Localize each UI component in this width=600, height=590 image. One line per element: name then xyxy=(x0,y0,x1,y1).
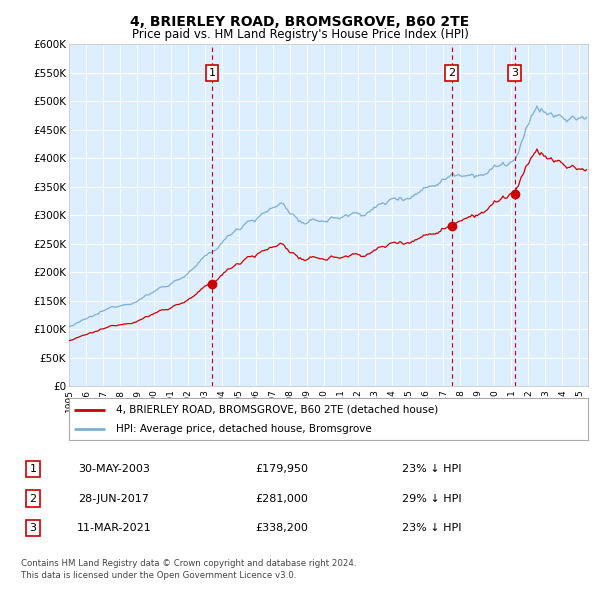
Text: 4, BRIERLEY ROAD, BROMSGROVE, B60 2TE: 4, BRIERLEY ROAD, BROMSGROVE, B60 2TE xyxy=(130,15,470,29)
Text: Price paid vs. HM Land Registry's House Price Index (HPI): Price paid vs. HM Land Registry's House … xyxy=(131,28,469,41)
Text: HPI: Average price, detached house, Bromsgrove: HPI: Average price, detached house, Brom… xyxy=(116,424,371,434)
Text: 23% ↓ HPI: 23% ↓ HPI xyxy=(402,464,462,474)
Text: 1: 1 xyxy=(29,464,37,474)
Text: 29% ↓ HPI: 29% ↓ HPI xyxy=(402,494,462,503)
Text: 3: 3 xyxy=(29,523,37,533)
Text: 1: 1 xyxy=(209,68,215,78)
Text: £179,950: £179,950 xyxy=(256,464,308,474)
Text: £338,200: £338,200 xyxy=(256,523,308,533)
Text: 3: 3 xyxy=(511,68,518,78)
Text: 2: 2 xyxy=(448,68,455,78)
Text: This data is licensed under the Open Government Licence v3.0.: This data is licensed under the Open Gov… xyxy=(21,571,296,579)
Text: 23% ↓ HPI: 23% ↓ HPI xyxy=(402,523,462,533)
Text: 30-MAY-2003: 30-MAY-2003 xyxy=(78,464,150,474)
Text: 4, BRIERLEY ROAD, BROMSGROVE, B60 2TE (detached house): 4, BRIERLEY ROAD, BROMSGROVE, B60 2TE (d… xyxy=(116,405,438,415)
Text: 2: 2 xyxy=(29,494,37,503)
Text: 11-MAR-2021: 11-MAR-2021 xyxy=(77,523,151,533)
Text: 28-JUN-2017: 28-JUN-2017 xyxy=(79,494,149,503)
Text: £281,000: £281,000 xyxy=(256,494,308,503)
Text: Contains HM Land Registry data © Crown copyright and database right 2024.: Contains HM Land Registry data © Crown c… xyxy=(21,559,356,568)
